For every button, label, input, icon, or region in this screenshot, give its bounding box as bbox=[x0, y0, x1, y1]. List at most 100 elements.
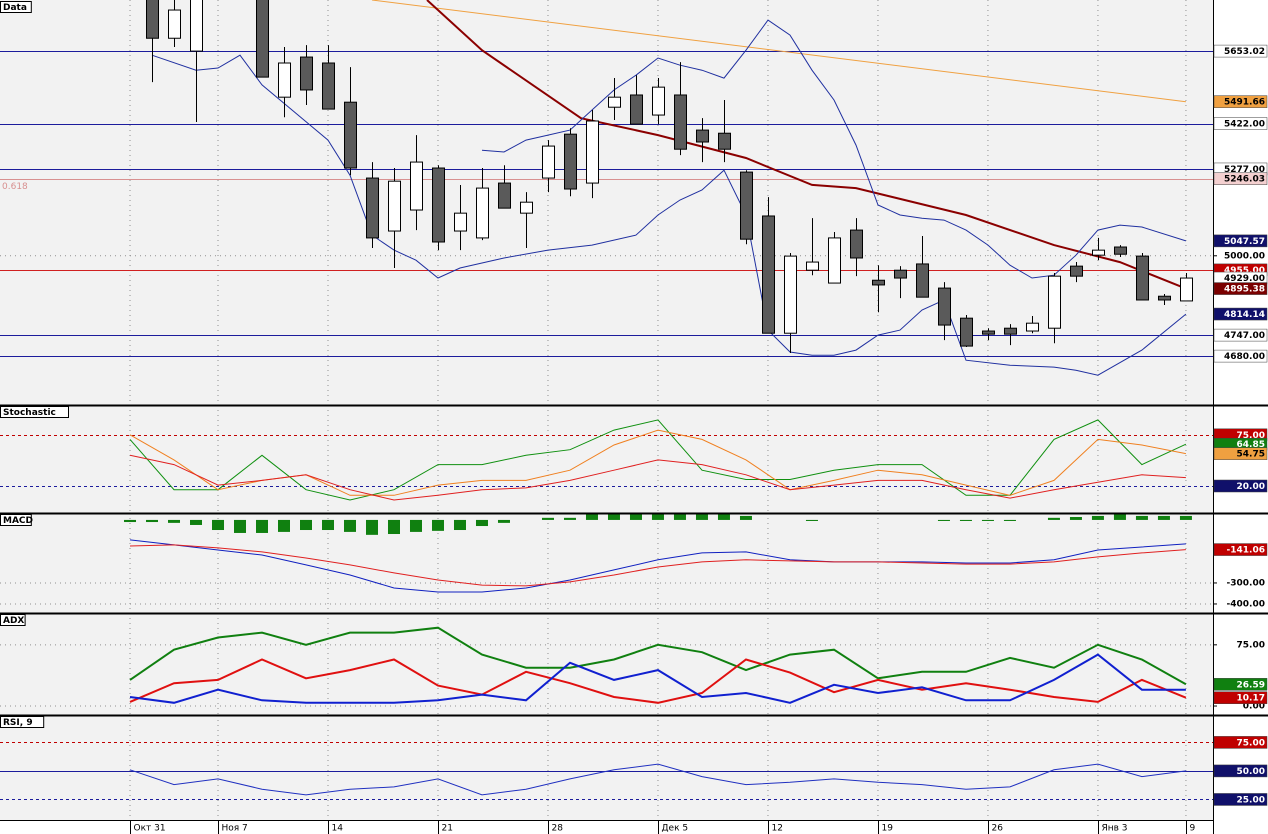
candle-body bbox=[1026, 322, 1039, 332]
candle-body bbox=[608, 96, 621, 108]
histogram-bar bbox=[1157, 515, 1170, 520]
price-label-box bbox=[1213, 328, 1268, 342]
x-tick-label: Окт 31 bbox=[134, 824, 166, 834]
candle-body bbox=[366, 177, 379, 239]
price-label-box bbox=[1213, 764, 1268, 778]
price-label: 5246.03 bbox=[1224, 175, 1265, 185]
histogram-bar bbox=[1069, 516, 1082, 520]
x-tick-label: 21 bbox=[442, 824, 453, 834]
candle-body bbox=[256, 0, 269, 78]
price-label: 5422.00 bbox=[1224, 120, 1265, 130]
indicator-line bbox=[129, 653, 1186, 704]
price-label: 5047.57 bbox=[1224, 237, 1265, 247]
panel-title: ADX bbox=[3, 616, 24, 626]
price-label: 5491.66 bbox=[1224, 98, 1265, 108]
histogram-bar bbox=[695, 513, 708, 520]
candle-body bbox=[718, 132, 731, 150]
candle-body bbox=[806, 261, 819, 271]
histogram-bar bbox=[673, 513, 686, 520]
indicator-line bbox=[129, 544, 1186, 587]
price-label: 4895.38 bbox=[1224, 285, 1265, 295]
histogram-bar bbox=[805, 519, 818, 521]
histogram-bar bbox=[607, 513, 620, 520]
histogram-bar bbox=[629, 513, 642, 520]
panel-title-box bbox=[0, 514, 32, 526]
panel-title-box bbox=[0, 716, 45, 728]
candle-body bbox=[652, 86, 665, 116]
level-tag: 0.618 bbox=[2, 182, 28, 192]
price-label: 50.00 bbox=[1237, 767, 1265, 777]
histogram-bar bbox=[168, 519, 181, 523]
panel bbox=[0, 613, 1213, 715]
candle-body bbox=[410, 161, 423, 211]
candle-body bbox=[1070, 265, 1083, 277]
indicator-line bbox=[129, 539, 1186, 593]
candle-body bbox=[454, 212, 467, 232]
indicator-line bbox=[129, 626, 1187, 686]
y-tick-label: -400.00 bbox=[1227, 599, 1265, 609]
candle-body bbox=[960, 317, 973, 347]
plot-background bbox=[0, 0, 1213, 820]
candle-body bbox=[564, 133, 577, 190]
price-label-box bbox=[1213, 691, 1268, 704]
overlay-line bbox=[371, 0, 1186, 103]
price-label: -141.06 bbox=[1227, 546, 1265, 556]
histogram-bar bbox=[981, 519, 994, 521]
candle-body bbox=[850, 229, 863, 259]
price-label-box bbox=[1213, 282, 1268, 295]
histogram-bar bbox=[190, 519, 203, 525]
price-label: 4929.00 bbox=[1224, 274, 1265, 284]
x-tick-label: Ноя 7 bbox=[222, 824, 248, 834]
histogram-bar bbox=[1047, 517, 1060, 520]
price-label: 4747.00 bbox=[1224, 331, 1265, 341]
candle-body bbox=[146, 0, 159, 39]
histogram-bar bbox=[212, 519, 225, 531]
overlay-line bbox=[426, 0, 1187, 290]
y-tick-label: -300.00 bbox=[1227, 578, 1265, 588]
panel-title-box bbox=[0, 406, 69, 418]
candle-body bbox=[432, 167, 445, 243]
y-tick-label: 0.00 bbox=[1243, 702, 1265, 712]
candle-body bbox=[476, 187, 489, 239]
price-label-box bbox=[1213, 543, 1268, 556]
histogram-bar bbox=[563, 517, 576, 520]
price-label: 54.75 bbox=[1237, 450, 1265, 460]
candle-body bbox=[828, 237, 841, 284]
histogram-bar bbox=[739, 515, 752, 520]
candle-body bbox=[1180, 277, 1193, 302]
x-tick-label: 19 bbox=[882, 824, 894, 834]
x-tick-label: 28 bbox=[552, 824, 564, 834]
price-label: 5277.00 bbox=[1224, 165, 1265, 175]
price-label: 64.85 bbox=[1237, 440, 1265, 450]
candle-body bbox=[586, 120, 599, 184]
histogram-bar bbox=[124, 519, 137, 523]
candle-body bbox=[630, 94, 643, 125]
histogram-bar bbox=[959, 519, 972, 521]
price-label: 4955.00 bbox=[1224, 266, 1265, 276]
histogram-bar bbox=[937, 519, 950, 521]
histogram-bar bbox=[343, 519, 356, 532]
candle-body bbox=[894, 269, 907, 279]
candle-body bbox=[1136, 255, 1149, 301]
histogram-bar bbox=[387, 519, 400, 535]
price-label-box bbox=[1213, 349, 1268, 363]
price-label-box bbox=[1213, 95, 1268, 108]
indicator-line bbox=[129, 454, 1186, 501]
candle-body bbox=[498, 182, 511, 209]
candle-body bbox=[344, 101, 357, 169]
panel bbox=[0, 0, 1213, 405]
candle-body bbox=[784, 255, 797, 334]
histogram-bar bbox=[1113, 513, 1126, 520]
x-tick-label: Дек 5 bbox=[662, 824, 689, 834]
histogram-bar bbox=[585, 513, 598, 520]
histogram-bar bbox=[497, 519, 510, 523]
price-label-box bbox=[1213, 172, 1268, 185]
candle-body bbox=[696, 129, 709, 143]
panel-title-box bbox=[0, 614, 26, 626]
histogram-bar bbox=[541, 517, 554, 520]
candle-body bbox=[542, 145, 555, 179]
panel-title-box bbox=[0, 1, 32, 13]
x-tick-label: 9 bbox=[1190, 824, 1196, 834]
candle-body bbox=[1114, 246, 1127, 255]
price-label: 26.59 bbox=[1237, 680, 1265, 690]
